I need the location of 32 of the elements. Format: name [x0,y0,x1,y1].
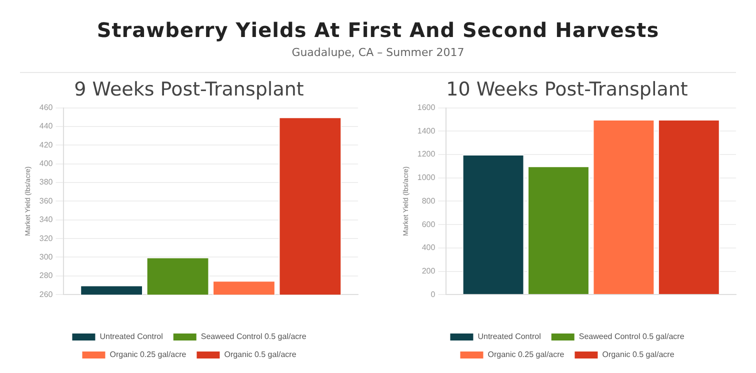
legend-label: Untreated Control [478,332,542,342]
legend-label: Organic 0.5 gal/acre [224,350,297,360]
text: Strawberry Yields At First And Second Harvests [96,17,660,42]
y-tick-label: 340 [39,215,54,224]
text: Guadalupe, CA – Summer 2017 [290,46,466,59]
y-tick-label: 400 [39,159,54,168]
y-tick-label: 360 [39,196,54,206]
y-tick-label: 400 [422,243,436,252]
chart-title: 9 Weeks Post-Transplant [74,78,304,100]
y-tick-label: 200 [422,266,436,276]
y-tick-label: 600 [422,220,436,229]
y-tick-label: 300 [39,252,54,262]
legend-label: Organic 0.25 gal/acre [488,350,565,360]
y-tick-label: 1600 [417,103,436,112]
legend-label: Seaweed Control 0.5 gal/acre [200,332,307,342]
y-tick-label: 440 [39,122,54,131]
legend-label: Organic 0.5 gal/acre [602,350,675,360]
legend-label: Seaweed Control 0.5 gal/acre [578,332,685,342]
y-tick-label: 800 [422,196,436,206]
y-tick-label: 0 [430,290,436,299]
y-tick-label: 1000 [417,173,436,182]
y-tick-label: 1200 [417,150,436,159]
y-tick-label: 1400 [417,126,436,136]
y-tick-label: 280 [39,271,54,280]
chart-title: 10 Weeks Post-Transplant [446,78,688,100]
y-tick-label: 260 [39,290,54,299]
legend-label: Organic 0.25 gal/acre [110,350,187,360]
legend-label: Untreated Control [100,332,164,342]
y-tick-label: 380 [39,178,54,187]
y-tick-label: 460 [39,103,54,112]
y-tick-label: 420 [39,140,54,150]
y-tick-label: 320 [39,234,54,243]
